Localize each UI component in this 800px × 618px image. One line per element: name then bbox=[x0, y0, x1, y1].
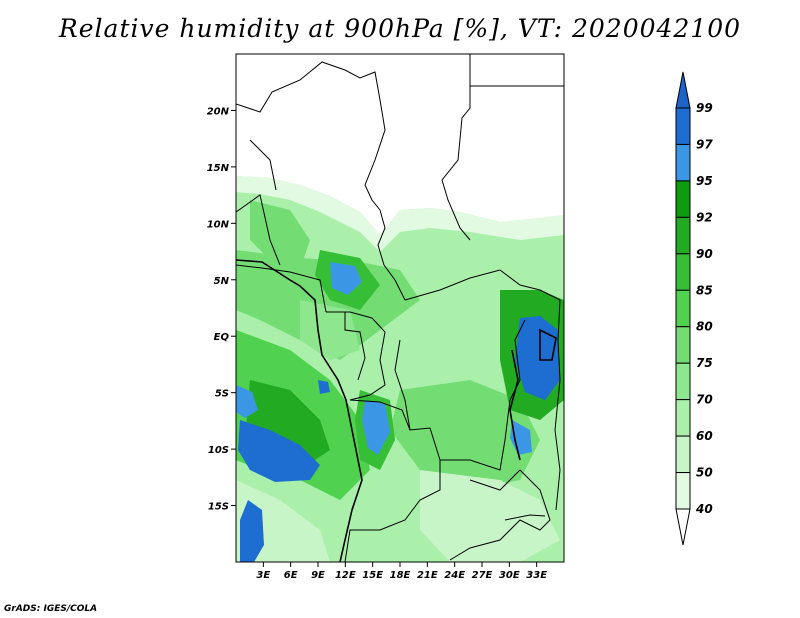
colorbar-segment bbox=[675, 399, 691, 437]
lon-tick-label: 3E bbox=[256, 570, 270, 581]
lon-tick-label: 24E bbox=[444, 570, 465, 581]
lat-tick-label: 15S bbox=[208, 502, 229, 513]
colorbar-label: 60 bbox=[696, 429, 713, 443]
colorbar-label: 85 bbox=[696, 283, 713, 297]
lon-tick-label: 18E bbox=[390, 570, 411, 581]
colorbar-segment bbox=[675, 253, 691, 291]
coastline bbox=[236, 259, 557, 562]
colorbar-segment bbox=[675, 362, 691, 401]
colorbar-bottom-arrow bbox=[675, 508, 691, 546]
longitude-axis: 3E 6E 9E 12E 15E 18E 21E 24E 27E 30E 33E bbox=[256, 562, 547, 581]
colorbar-label: 50 bbox=[696, 466, 713, 480]
colorbar-segment bbox=[675, 326, 691, 364]
lon-tick-label: 6E bbox=[284, 570, 298, 581]
lat-tick-label: 10S bbox=[208, 445, 229, 456]
colorbar-segment bbox=[675, 143, 691, 182]
colorbar-label: 95 bbox=[696, 174, 713, 188]
colorbar-label: 75 bbox=[696, 356, 713, 370]
lat-tick-label: 5N bbox=[214, 276, 230, 287]
lat-tick-label: 20N bbox=[207, 106, 230, 117]
lat-tick-label: 15N bbox=[207, 163, 230, 174]
lat-tick-label: 10N bbox=[207, 219, 230, 230]
colorbar-segment bbox=[675, 107, 691, 145]
lon-tick-label: 15E bbox=[362, 570, 383, 581]
colorbar-segment bbox=[675, 180, 691, 218]
colorbar-label: 97 bbox=[696, 137, 713, 151]
humidity-field bbox=[236, 54, 564, 562]
colorbar-label: 99 bbox=[696, 101, 713, 115]
country-borders bbox=[236, 54, 564, 562]
lon-tick-label: 30E bbox=[499, 570, 520, 581]
lat-tick-label: EQ bbox=[214, 332, 230, 343]
lon-tick-label: 27E bbox=[472, 570, 493, 581]
colorbar: 99 97 95 92 90 85 80 75 70 60 50 40 bbox=[675, 71, 713, 546]
lon-tick-label: 9E bbox=[311, 570, 325, 581]
colorbar-label: 90 bbox=[696, 247, 713, 261]
colorbar-segment bbox=[675, 472, 691, 510]
colorbar-top-arrow bbox=[675, 71, 691, 109]
colorbar-label: 40 bbox=[695, 502, 713, 516]
colorbar-label: 70 bbox=[696, 393, 713, 407]
grads-credit: GrADS: IGES/COLA bbox=[4, 604, 98, 614]
colorbar-label: 80 bbox=[696, 320, 713, 334]
colorbar-segment bbox=[675, 435, 691, 474]
map-title: Relative humidity at 900hPa [%], VT: 202… bbox=[58, 14, 742, 43]
lon-tick-label: 21E bbox=[417, 570, 438, 581]
colorbar-label: 92 bbox=[696, 210, 713, 224]
colorbar-segment bbox=[675, 216, 691, 255]
latitude-axis: 20N 15N 10N 5N EQ 5S 10S 15S bbox=[207, 106, 236, 513]
colorbar-segment bbox=[675, 289, 691, 328]
lon-tick-label: 12E bbox=[335, 570, 356, 581]
lat-tick-label: 5S bbox=[215, 389, 229, 400]
lon-tick-label: 33E bbox=[526, 570, 547, 581]
